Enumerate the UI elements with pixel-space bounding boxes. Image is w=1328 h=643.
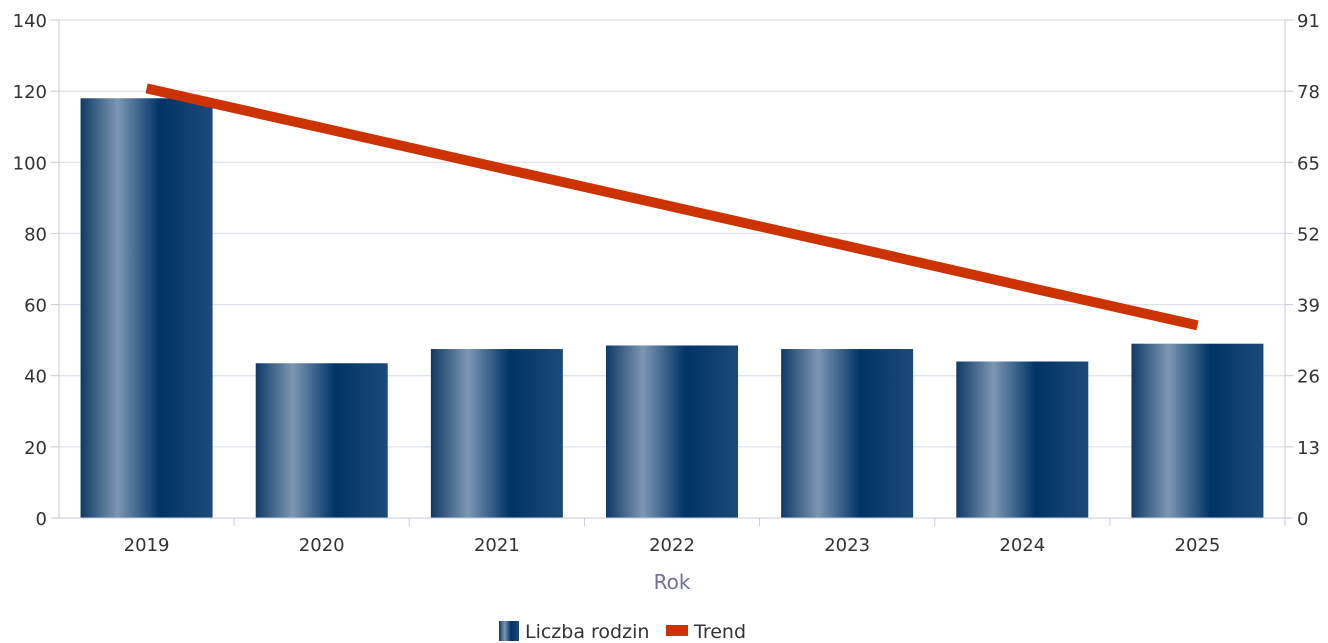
bar-2021 <box>430 349 563 518</box>
y-right-tick-label: 65 <box>1297 153 1320 174</box>
y-right-tick-label: 39 <box>1297 296 1320 317</box>
y-left-tick-label: 40 <box>24 367 47 388</box>
trend-line <box>145 83 1199 331</box>
bar-2022 <box>606 345 738 518</box>
y-right-tick-label: 78 <box>1297 82 1320 103</box>
bar-2019 <box>80 98 213 518</box>
bar-series <box>80 98 1264 518</box>
y-right-tick-label: 52 <box>1297 224 1320 245</box>
legend-label-liczba-rodzin: Liczba rodzin <box>525 621 649 643</box>
y-right-tick-label: 26 <box>1297 367 1320 388</box>
x-tick-label: 2022 <box>649 535 695 556</box>
x-tick-label: 2023 <box>824 535 870 556</box>
y-left-tick-label: 0 <box>36 509 47 530</box>
x-axis-title: Rok <box>654 570 691 594</box>
y-right-tick-label: 0 <box>1297 509 1308 530</box>
y-right-tick-label: 13 <box>1297 438 1320 459</box>
bar-2020 <box>255 363 388 518</box>
x-tick-label: 2024 <box>999 535 1045 556</box>
y-left-tick-label: 80 <box>24 224 47 245</box>
x-tick-label: 2019 <box>124 535 170 556</box>
bar-2024 <box>956 361 1089 518</box>
trend-series <box>145 83 1199 331</box>
legend-label-trend: Trend <box>693 621 746 643</box>
legend-swatch-liczba-rodzin <box>499 621 519 641</box>
y-left-tick-label: 120 <box>13 82 47 103</box>
x-tick-label: 2021 <box>474 535 520 556</box>
y-left-tick-label: 20 <box>24 438 47 459</box>
bar-2025 <box>1131 343 1264 518</box>
legend: Liczba rodzin Trend <box>499 621 746 643</box>
y-right-tick-label: 91 <box>1297 11 1320 32</box>
y-left-tick-label: 140 <box>13 11 47 32</box>
bar-2023 <box>781 349 914 518</box>
legend-swatch-trend <box>666 625 688 636</box>
y-left-tick-label: 100 <box>13 153 47 174</box>
x-tick-label: 2025 <box>1175 535 1221 556</box>
y-left-tick-label: 60 <box>24 296 47 317</box>
axes: 0 20 40 60 80 100 120 140 0 13 26 39 52 65 78 91 2019 202… <box>13 11 1320 556</box>
x-tick-label: 2020 <box>299 535 345 556</box>
